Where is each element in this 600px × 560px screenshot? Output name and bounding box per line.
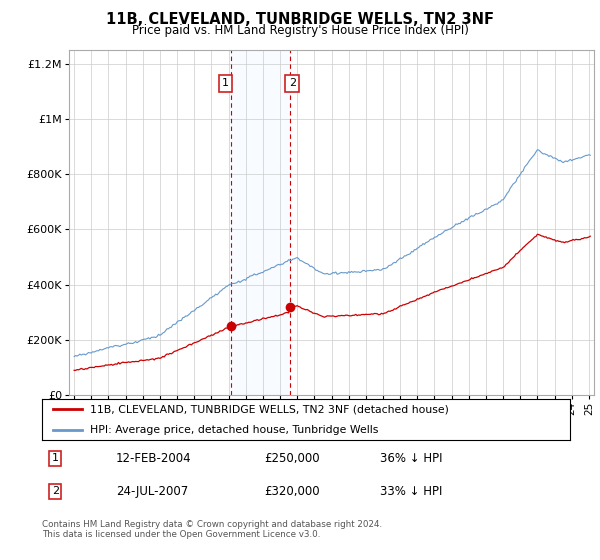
- Text: 2: 2: [289, 78, 296, 88]
- Text: HPI: Average price, detached house, Tunbridge Wells: HPI: Average price, detached house, Tunb…: [89, 425, 378, 435]
- Text: Price paid vs. HM Land Registry's House Price Index (HPI): Price paid vs. HM Land Registry's House …: [131, 24, 469, 36]
- Text: 36% ↓ HPI: 36% ↓ HPI: [380, 451, 442, 465]
- Text: 2: 2: [52, 486, 59, 496]
- Bar: [230, 50, 290, 395]
- Text: 24-JUL-2007: 24-JUL-2007: [116, 484, 188, 498]
- Text: £320,000: £320,000: [264, 484, 319, 498]
- Text: 1: 1: [52, 453, 59, 463]
- Text: 33% ↓ HPI: 33% ↓ HPI: [380, 484, 442, 498]
- Text: £250,000: £250,000: [264, 451, 319, 465]
- Text: 11B, CLEVELAND, TUNBRIDGE WELLS, TN2 3NF: 11B, CLEVELAND, TUNBRIDGE WELLS, TN2 3NF: [106, 12, 494, 27]
- Text: 12-FEB-2004: 12-FEB-2004: [116, 451, 191, 465]
- Text: 11B, CLEVELAND, TUNBRIDGE WELLS, TN2 3NF (detached house): 11B, CLEVELAND, TUNBRIDGE WELLS, TN2 3NF…: [89, 404, 448, 414]
- Text: Contains HM Land Registry data © Crown copyright and database right 2024.
This d: Contains HM Land Registry data © Crown c…: [42, 520, 382, 539]
- Text: 1: 1: [222, 78, 229, 88]
